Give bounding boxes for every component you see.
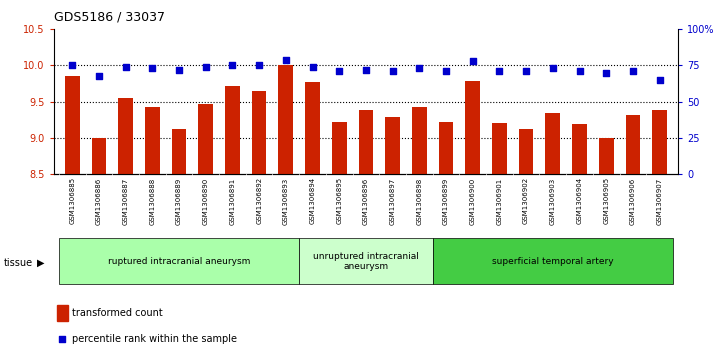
Point [280, 57, 291, 62]
Text: superficial temporal artery: superficial temporal artery [492, 257, 613, 266]
Point [413, 65, 425, 71]
Point [307, 64, 318, 70]
Text: GSM1306888: GSM1306888 [149, 177, 156, 225]
Text: GSM1306897: GSM1306897 [390, 177, 396, 225]
Text: GSM1306903: GSM1306903 [550, 177, 555, 225]
Text: GSM1306890: GSM1306890 [203, 177, 208, 225]
Text: GSM1306899: GSM1306899 [443, 177, 449, 225]
Text: GDS5186 / 33037: GDS5186 / 33037 [54, 11, 164, 24]
Text: GSM1306887: GSM1306887 [123, 177, 129, 225]
Text: GSM1306900: GSM1306900 [470, 177, 476, 225]
Point [146, 65, 158, 71]
Point [467, 58, 478, 64]
Point [361, 67, 372, 73]
Text: GSM1306893: GSM1306893 [283, 177, 289, 225]
Bar [119, 98, 133, 174]
Point [253, 62, 265, 68]
Bar [653, 110, 667, 174]
Bar [519, 129, 533, 174]
Text: GSM1306906: GSM1306906 [630, 177, 636, 225]
Bar [386, 117, 400, 174]
Bar [466, 81, 480, 174]
Text: GSM1306904: GSM1306904 [576, 177, 583, 224]
Point [227, 62, 238, 68]
Text: transformed count: transformed count [72, 308, 163, 318]
Bar [599, 138, 613, 174]
Point [441, 68, 452, 74]
Text: GSM1306898: GSM1306898 [416, 177, 422, 225]
Point [600, 70, 612, 76]
Bar [625, 115, 640, 174]
Bar [278, 65, 293, 174]
Bar [145, 107, 160, 174]
Point [200, 64, 211, 70]
Text: GSM1306885: GSM1306885 [69, 177, 75, 224]
Text: GSM1306895: GSM1306895 [336, 177, 342, 224]
Bar [412, 107, 427, 174]
Bar [198, 104, 213, 174]
Text: GSM1306889: GSM1306889 [176, 177, 182, 225]
Bar [56, 305, 68, 321]
Point [574, 68, 585, 74]
Point [387, 68, 398, 74]
Text: GSM1306886: GSM1306886 [96, 177, 102, 225]
Bar [545, 113, 560, 174]
Bar [438, 122, 453, 174]
Text: GSM1306905: GSM1306905 [603, 177, 609, 224]
Text: GSM1306892: GSM1306892 [256, 177, 262, 224]
Bar [299, 238, 433, 284]
Bar [91, 138, 106, 174]
Bar [225, 86, 240, 174]
Point [333, 68, 345, 74]
Bar [252, 91, 266, 174]
Text: GSM1306894: GSM1306894 [310, 177, 316, 224]
Bar [492, 123, 507, 174]
Bar [572, 124, 587, 174]
Text: GSM1306896: GSM1306896 [363, 177, 369, 225]
Point [493, 68, 505, 74]
Bar [171, 129, 186, 174]
Bar [65, 76, 79, 174]
Text: GSM1306901: GSM1306901 [496, 177, 503, 225]
Text: percentile rank within the sample: percentile rank within the sample [72, 334, 237, 344]
Point [654, 77, 665, 83]
Point [66, 62, 78, 68]
Text: ▶: ▶ [37, 258, 45, 268]
Bar [59, 238, 299, 284]
Point [627, 68, 638, 74]
Bar [433, 238, 673, 284]
Text: ruptured intracranial aneurysm: ruptured intracranial aneurysm [108, 257, 250, 266]
Text: GSM1306891: GSM1306891 [229, 177, 236, 225]
Bar [332, 122, 346, 174]
Point [120, 64, 131, 70]
Point [440, 176, 451, 182]
Text: tissue: tissue [4, 258, 33, 268]
Point [547, 65, 558, 71]
Text: GSM1306902: GSM1306902 [523, 177, 529, 224]
Text: unruptured intracranial
aneurysm: unruptured intracranial aneurysm [313, 252, 419, 271]
Point [174, 67, 185, 73]
Bar [305, 82, 320, 174]
Bar [358, 110, 373, 174]
Point [94, 73, 105, 78]
Text: GSM1306907: GSM1306907 [657, 177, 663, 225]
Point [521, 68, 532, 74]
